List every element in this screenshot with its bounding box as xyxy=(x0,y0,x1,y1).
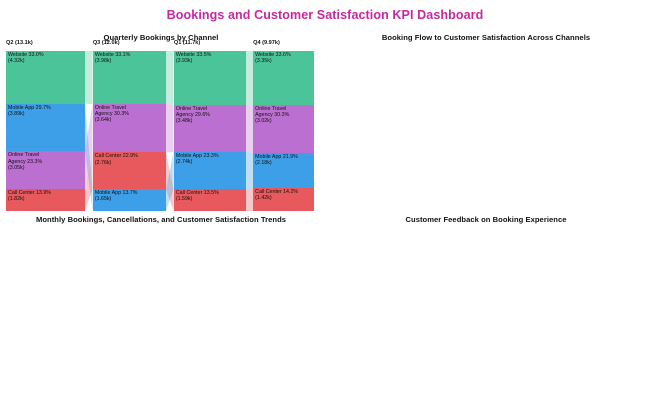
marimekko-connector xyxy=(85,51,93,211)
marimekko-segment[interactable]: Mobile App 23.3% (2.74k) xyxy=(173,151,246,190)
marimekko-segment[interactable]: Online Travel Agency 29.6% (3.48k) xyxy=(173,104,246,152)
marimekko-segment-label: Call Center 13.5% (1.59k) xyxy=(175,190,219,203)
marimekko-segment-label: Call Center 22.9% (2.76k) xyxy=(94,153,138,166)
panel-customer-feedback: Customer Feedback on Booking Experience xyxy=(322,215,650,406)
sankey-title: Booking Flow to Customer Satisfaction Ac… xyxy=(381,33,591,42)
marimekko-segment[interactable]: Online Travel Agency 30.3% (3.64k) xyxy=(92,103,167,153)
panel-booking-flow: Booking Flow to Customer Satisfaction Ac… xyxy=(322,33,650,215)
marimekko-flow-band xyxy=(245,104,254,154)
marimekko-flow-band xyxy=(85,103,93,189)
likert-plot xyxy=(326,237,646,377)
panel-quarterly-bookings: Quarterly Bookings by Channel Q2 (13.1k)… xyxy=(0,33,322,215)
marimekko-segment-label: Online Travel Agency 30.3% (3.02k) xyxy=(255,105,290,125)
marimekko-segment[interactable]: Mobile App 13.7% (1.65k) xyxy=(92,189,167,211)
trend-plot xyxy=(30,237,256,363)
marimekko-column: Q4 (9.97k) Website 33.6% (3.35k) Online Tr… xyxy=(253,40,315,211)
marimekko-segment-label: Mobile App 13.7% (1.65k) xyxy=(94,190,138,203)
marimekko-column: Q1 (11.7k) Website 33.5% (3.93k) Online Tr… xyxy=(173,40,246,211)
marimekko-flow-band xyxy=(85,152,93,211)
marimekko-column: Q2 (13.1k) Website 33.0% (4.32k) Mobile Ap… xyxy=(6,40,86,211)
marimekko-flow-band xyxy=(245,188,254,211)
likert-title: Customer Feedback on Booking Experience xyxy=(405,215,567,224)
marimekko-segment-label: Mobile App 29.7% (3.89k) xyxy=(8,104,51,117)
marimekko-segment[interactable]: Website 33.0% (4.32k) xyxy=(6,51,86,104)
marimekko-flow-band xyxy=(245,151,254,190)
marimekko-segment[interactable]: Mobile App 21.9% (2.18k) xyxy=(253,153,315,189)
marimekko-flow-band xyxy=(245,51,254,105)
marimekko-segment[interactable]: Website 33.5% (3.93k) xyxy=(173,51,246,105)
marimekko-segment-label: Website 33.6% (3.35k) xyxy=(255,52,291,65)
marimekko-title: Quarterly Bookings by Channel xyxy=(103,33,219,42)
marimekko-flow-band xyxy=(85,51,93,104)
marimekko-segment[interactable]: Call Center 13.9% (1.82k) xyxy=(6,188,86,211)
marimekko-flow-band xyxy=(166,151,174,211)
marimekko-column: Q3 (12.0k) Website 33.1% (3.98k) Online Tr… xyxy=(92,40,167,211)
marimekko-segment-label: Online Travel Agency 23.3% (3.05k) xyxy=(8,152,43,171)
marimekko-segment-label: Online Travel Agency 30.3% (3.64k) xyxy=(94,104,129,124)
marimekko-column-header: Q3 (12.0k) xyxy=(92,40,120,46)
page-title: Bookings and Customer Satisfaction KPI D… xyxy=(166,8,484,22)
marimekko-segment[interactable]: Call Center 22.9% (2.76k) xyxy=(92,152,167,190)
trend-title: Monthly Bookings, Cancellations, and Cus… xyxy=(35,215,287,224)
marimekko-segment[interactable]: Online Travel Agency 30.3% (3.02k) xyxy=(253,104,315,154)
marimekko-segment-label: Mobile App 23.3% (2.74k) xyxy=(175,152,219,166)
marimekko-segment[interactable]: Online Travel Agency 23.3% (3.05k) xyxy=(6,151,86,189)
marimekko-connector xyxy=(245,51,254,211)
marimekko-segment-label: Mobile App 21.9% (2.18k) xyxy=(255,154,298,167)
marimekko-segment-label: Website 33.1% (3.98k) xyxy=(94,52,131,65)
marimekko-flow-band xyxy=(166,152,174,211)
marimekko-column-header: Q4 (9.97k) xyxy=(253,40,280,46)
marimekko-column-header: Q2 (13.1k) xyxy=(6,40,33,46)
marimekko-segment[interactable]: Call Center 13.5% (1.59k) xyxy=(173,189,246,211)
marimekko-plot: Q2 (13.1k) Website 33.0% (4.32k) Mobile Ap… xyxy=(6,40,318,211)
marimekko-segment[interactable]: Website 33.1% (3.98k) xyxy=(92,51,167,104)
marimekko-segment[interactable]: Website 33.6% (3.35k) xyxy=(253,51,315,105)
marimekko-segment[interactable]: Call Center 14.2% (1.42k) xyxy=(253,188,315,211)
marimekko-segment-label: Website 33.0% (4.32k) xyxy=(8,52,44,65)
marimekko-flow-band xyxy=(166,51,174,105)
marimekko-flow-band xyxy=(166,103,174,153)
marimekko-segment-label: Website 33.5% (3.93k) xyxy=(175,52,212,65)
marimekko-connector xyxy=(166,51,174,211)
marimekko-segment[interactable]: Mobile App 29.7% (3.89k) xyxy=(6,103,86,152)
panel-monthly-trends: Monthly Bookings, Cancellations, and Cus… xyxy=(0,215,322,406)
marimekko-segment-label: Online Travel Agency 29.6% (3.48k) xyxy=(175,105,211,124)
sankey-plot xyxy=(326,49,646,215)
marimekko-segment-label: Call Center 13.9% (1.82k) xyxy=(8,189,51,202)
marimekko-column-header: Q1 (11.7k) xyxy=(173,40,201,46)
marimekko-flow-band xyxy=(85,103,93,211)
marimekko-segment-label: Call Center 14.2% (1.42k) xyxy=(255,189,299,202)
